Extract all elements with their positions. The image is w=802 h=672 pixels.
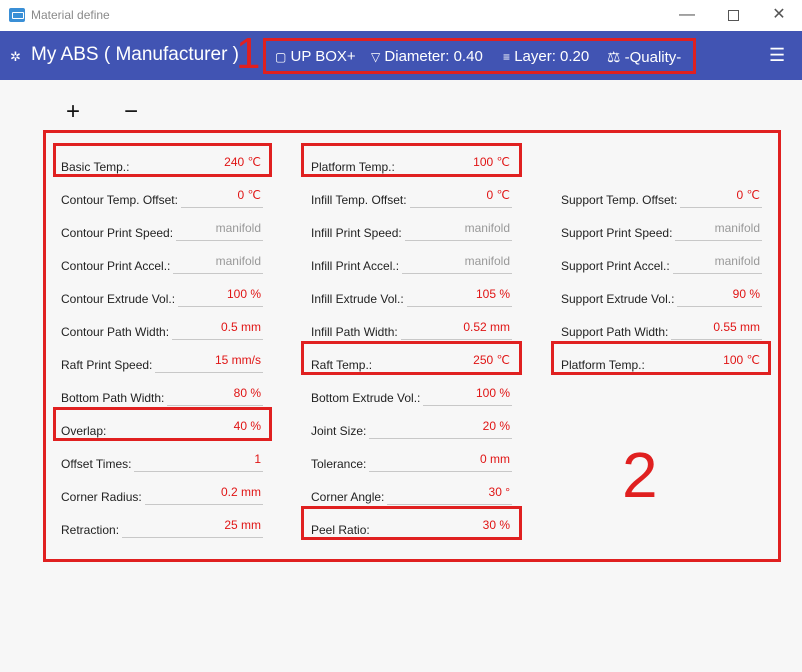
field-label: Offset Times: bbox=[61, 457, 132, 471]
minimize-button[interactable]: — bbox=[679, 6, 695, 23]
annotation-box-peel-ratio bbox=[301, 506, 522, 540]
quality-label: -Quality- bbox=[624, 49, 682, 66]
window-title: Material define bbox=[31, 8, 110, 22]
field-label: Contour Print Accel.: bbox=[61, 259, 171, 273]
field-label: Infill Print Accel.: bbox=[311, 259, 400, 273]
field-label: Platform Temp.: bbox=[561, 358, 645, 372]
field-label: Contour Path Width: bbox=[61, 325, 170, 339]
field-input[interactable]: 25 mm bbox=[122, 518, 263, 538]
field-label: Infill Path Width: bbox=[311, 325, 398, 339]
annotation-box-settings bbox=[43, 130, 781, 562]
quality-info[interactable]: ⚖ -Quality- bbox=[607, 48, 681, 66]
field-input[interactable]: 0 mm bbox=[369, 452, 512, 472]
field-label: Basic Temp.: bbox=[61, 160, 130, 174]
field-input[interactable]: 0.55 mm bbox=[671, 320, 762, 340]
field-input[interactable]: manifold bbox=[673, 254, 762, 274]
field-input[interactable]: manifold bbox=[675, 221, 762, 241]
add-material-button[interactable]: + bbox=[66, 98, 81, 125]
layer-label: Layer: 0.20 bbox=[514, 48, 590, 65]
field-input[interactable]: 80 % bbox=[167, 386, 263, 406]
field-input[interactable]: 0.52 mm bbox=[401, 320, 512, 340]
field-input[interactable]: 0 ℃ bbox=[680, 188, 762, 208]
close-button[interactable]: ✕ bbox=[772, 6, 786, 23]
field-label: Corner Angle: bbox=[311, 490, 385, 504]
annotation-box-header bbox=[263, 38, 696, 74]
quality-icon: ⚖ bbox=[607, 49, 621, 66]
field-label: Support Temp. Offset: bbox=[561, 193, 678, 207]
layer-icon: ≡ bbox=[503, 50, 511, 64]
annotation-marker-1: 1 bbox=[236, 29, 261, 78]
field-input[interactable]: 0 ℃ bbox=[410, 188, 512, 208]
field-label: Tolerance: bbox=[311, 457, 367, 471]
menu-icon[interactable]: ☰ bbox=[769, 45, 786, 65]
field-input[interactable]: 100 % bbox=[178, 287, 263, 307]
field-label: Infill Extrude Vol.: bbox=[311, 292, 404, 306]
field-input[interactable]: 90 % bbox=[677, 287, 762, 307]
field-label: Platform Temp.: bbox=[311, 160, 395, 174]
field-input[interactable]: 105 % bbox=[407, 287, 512, 307]
field-label: Infill Temp. Offset: bbox=[311, 193, 407, 207]
annotation-box-basic-temp bbox=[53, 143, 272, 177]
annotation-box-platform-temp bbox=[301, 143, 522, 177]
remove-material-button[interactable]: − bbox=[124, 98, 139, 125]
annotation-box-raft-temp bbox=[301, 341, 522, 375]
field-label: Corner Radius: bbox=[61, 490, 142, 504]
maximize-button[interactable] bbox=[710, 0, 756, 31]
field-input[interactable]: manifold bbox=[176, 221, 263, 241]
diameter-label: Diameter: 0.40 bbox=[384, 48, 483, 65]
field-label: Peel Ratio: bbox=[311, 523, 370, 537]
field-input[interactable]: manifold bbox=[173, 254, 263, 274]
printer-icon: ▢ bbox=[275, 50, 287, 64]
field-label: Bottom Extrude Vol.: bbox=[311, 391, 421, 405]
field-input[interactable]: 1 bbox=[134, 452, 263, 472]
printer-info[interactable]: ▢ UP BOX+ bbox=[275, 48, 356, 65]
field-label: Support Extrude Vol.: bbox=[561, 292, 675, 306]
nozzle-icon: ▽ bbox=[371, 50, 381, 64]
field-label: Raft Print Speed: bbox=[61, 358, 153, 372]
field-input[interactable]: 0 ℃ bbox=[181, 188, 263, 208]
field-label: Infill Print Speed: bbox=[311, 226, 402, 240]
app-icon bbox=[9, 8, 25, 22]
field-label: Support Print Accel.: bbox=[561, 259, 670, 273]
field-label: Bottom Path Width: bbox=[61, 391, 165, 405]
field-input[interactable]: 20 % bbox=[369, 419, 512, 439]
field-input[interactable]: 15 mm/s bbox=[155, 353, 263, 373]
printer-label: UP BOX+ bbox=[290, 48, 356, 65]
field-label: Contour Extrude Vol.: bbox=[61, 292, 176, 306]
field-label: Contour Print Speed: bbox=[61, 226, 174, 240]
field-input[interactable]: manifold bbox=[405, 221, 512, 241]
field-label: Support Print Speed: bbox=[561, 226, 673, 240]
annotation-box-support-platform-temp bbox=[551, 341, 771, 375]
field-label: Raft Temp.: bbox=[311, 358, 373, 372]
material-name[interactable]: My ABS ( Manufacturer ) bbox=[31, 44, 240, 65]
field-label: Contour Temp. Offset: bbox=[61, 193, 178, 207]
maximize-icon bbox=[727, 10, 739, 21]
field-label: Support Path Width: bbox=[561, 325, 669, 339]
field-input[interactable]: manifold bbox=[402, 254, 512, 274]
field-input[interactable]: 100 % bbox=[423, 386, 512, 406]
field-label: Retraction: bbox=[61, 523, 120, 537]
annotation-marker-2: 2 bbox=[622, 439, 658, 511]
diameter-info[interactable]: ▽ Diameter: 0.40 bbox=[371, 48, 483, 65]
layer-info[interactable]: ≡ Layer: 0.20 bbox=[503, 48, 589, 65]
field-label: Joint Size: bbox=[311, 424, 367, 438]
field-input[interactable]: 0.2 mm bbox=[145, 485, 263, 505]
field-input[interactable]: 30 ° bbox=[387, 485, 512, 505]
annotation-box-overlap bbox=[53, 407, 272, 441]
field-label: Overlap: bbox=[61, 424, 107, 438]
field-input[interactable]: 0.5 mm bbox=[172, 320, 263, 340]
gear-icon[interactable]: ✲ bbox=[10, 49, 21, 64]
title-bar: Material define — ✕ bbox=[0, 0, 802, 31]
